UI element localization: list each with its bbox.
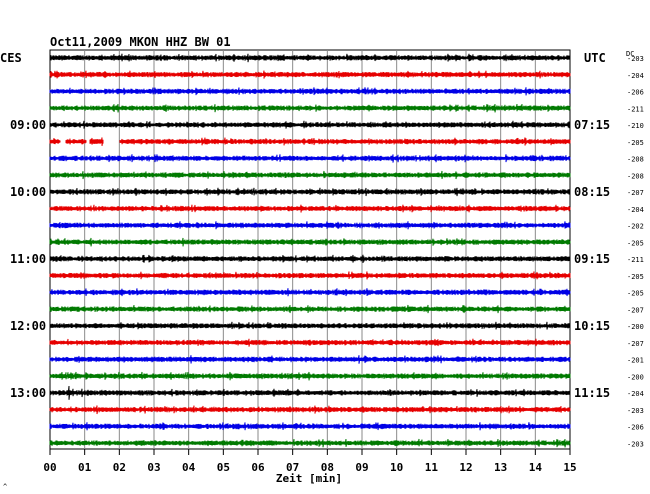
dc-value-label: -203: [627, 407, 644, 415]
x-tick-label: 05: [217, 461, 230, 474]
dc-value-label: -208: [627, 156, 644, 164]
left-hour-label: 09:00: [10, 118, 46, 132]
trace-line: [49, 405, 571, 415]
dc-value-label: -211: [627, 105, 644, 113]
dc-value-label: -205: [627, 239, 644, 247]
trace-line: [49, 221, 571, 230]
dc-value-label: -204: [627, 390, 644, 398]
left-timezone-label: CES: [0, 51, 22, 65]
x-tick-label: 11: [425, 461, 439, 474]
trace-line: [49, 87, 571, 96]
x-axis-label: Zeit [min]: [276, 472, 342, 485]
trace-line: [49, 304, 571, 314]
trace-line: [49, 321, 571, 330]
right-hour-label: 08:15: [574, 185, 610, 199]
x-tick-label: 14: [529, 461, 543, 474]
right-timezone-label: UTC: [584, 51, 606, 65]
trace-line: [49, 254, 571, 263]
x-tick-label: 00: [43, 461, 56, 474]
dc-value-label: -207: [627, 189, 644, 197]
left-hour-label: 11:00: [10, 252, 46, 266]
left-hour-label: 12:00: [10, 319, 46, 333]
x-tick-label: 06: [251, 461, 265, 474]
x-tick-label: 13: [494, 461, 507, 474]
dc-value-label: -200: [627, 323, 644, 331]
dc-value-label: -204: [627, 72, 644, 80]
x-tick-label: 03: [147, 461, 160, 474]
trace-line: [49, 422, 571, 431]
x-tick-label: 10: [390, 461, 403, 474]
trace-line: [49, 288, 571, 297]
trace-line: [49, 271, 571, 280]
x-tick-label: 09: [355, 461, 368, 474]
trace-line: [49, 70, 571, 79]
x-tick-label: 07: [286, 461, 299, 474]
right-hour-label: 07:15: [574, 118, 610, 132]
dc-value-label: -204: [627, 206, 644, 214]
trace-line: [49, 338, 571, 347]
dc-value-label: -206: [627, 424, 644, 432]
x-tick-label: 04: [182, 461, 196, 474]
left-hour-label: 13:00: [10, 386, 46, 400]
plot-grid: [49, 49, 571, 455]
dc-value-label: -208: [627, 172, 644, 180]
dc-value-label: -203: [627, 55, 644, 63]
x-tick-label: 12: [459, 461, 472, 474]
trace-line: [49, 104, 571, 113]
x-tick-label: 02: [113, 461, 126, 474]
trace-line: [49, 53, 571, 63]
dc-value-label: -205: [627, 273, 644, 281]
trace-labels: 00 01 02 03 04 05 06 07 08 09 10 11 12 13 14 15 -203 -204…: [10, 55, 644, 474]
dc-value-label: -207: [627, 306, 644, 314]
dc-value-label: -203: [627, 440, 644, 448]
x-tick-label: 08: [321, 461, 334, 474]
right-hour-label: 09:15: [574, 252, 610, 266]
dc-value-label: -205: [627, 290, 644, 298]
trace-line: [49, 137, 571, 146]
trace-line: [49, 204, 571, 213]
x-tick-label: 01: [78, 461, 92, 474]
trace-line: [49, 120, 571, 129]
seismic-traces: [49, 53, 571, 448]
dc-value-label: -210: [627, 122, 644, 130]
trace-line: [49, 385, 571, 400]
trace-line: [49, 438, 571, 448]
right-hour-label: 10:15: [574, 319, 610, 333]
dc-value-label: -201: [627, 357, 644, 365]
trace-line: [49, 371, 571, 381]
trace-line: [49, 154, 571, 163]
dc-value-label: -205: [627, 139, 644, 147]
dc-value-label: -211: [627, 256, 644, 264]
right-hour-label: 11:15: [574, 386, 610, 400]
footer-mark: ^: [3, 483, 7, 491]
dc-value-label: -207: [627, 340, 644, 348]
trace-line: [49, 237, 571, 247]
plot-frame: [49, 49, 571, 450]
chart-title: Oct11,2009 MKON HHZ BW 01: [50, 35, 231, 49]
dc-value-label: -200: [627, 373, 644, 381]
trace-line: [49, 187, 571, 197]
trace-line: [49, 355, 571, 364]
dc-header-label: DC: [626, 50, 634, 58]
dc-value-label: -202: [627, 223, 644, 231]
dc-value-label: -206: [627, 89, 644, 97]
x-tick-label: 15: [563, 461, 576, 474]
left-hour-label: 10:00: [10, 185, 46, 199]
trace-line: [49, 170, 571, 180]
